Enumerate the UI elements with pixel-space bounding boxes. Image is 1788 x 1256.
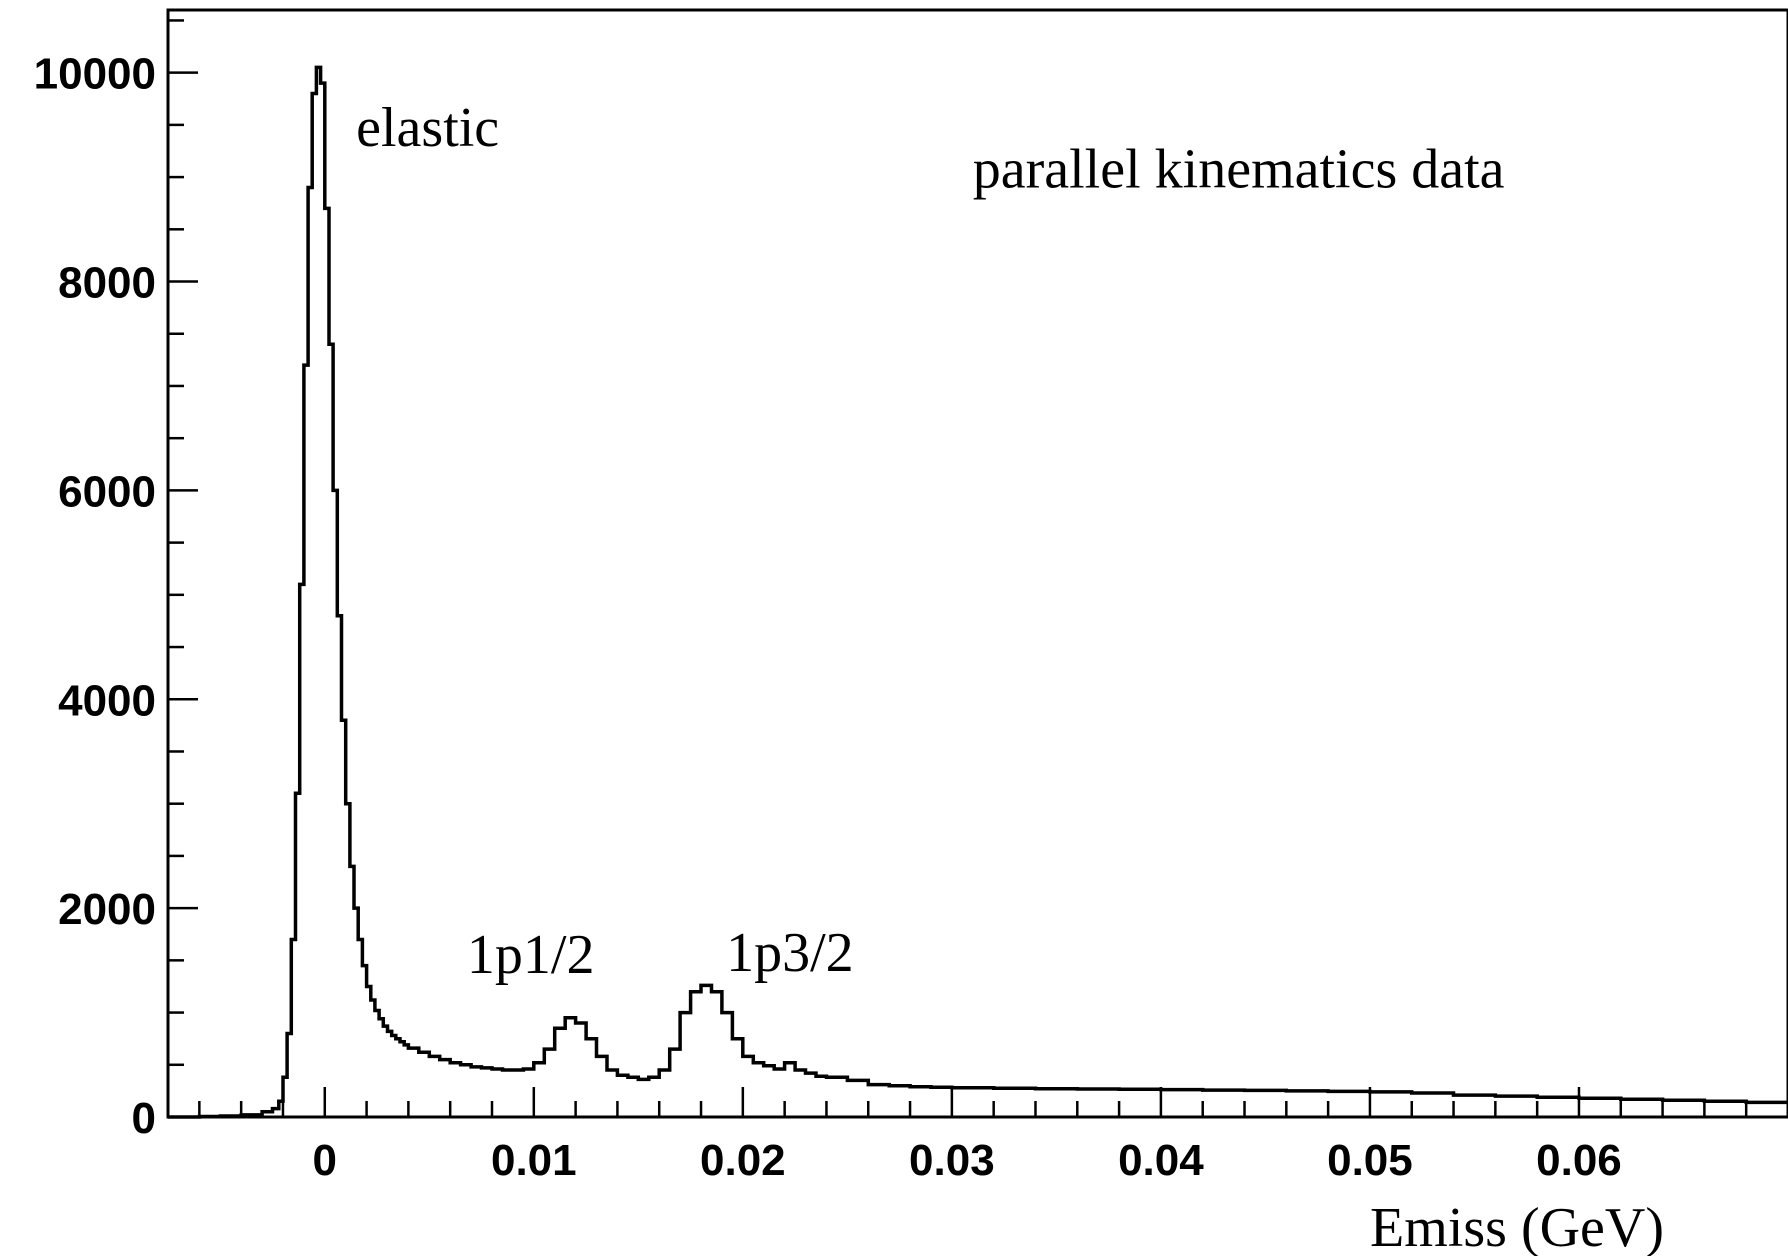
y-tick-label: 4000 bbox=[58, 676, 156, 725]
histogram-line bbox=[168, 65, 1788, 1119]
y-tick-label: 2000 bbox=[58, 885, 156, 934]
annotation-label: parallel kinematics data bbox=[973, 139, 1505, 201]
x-tick-label: 0.02 bbox=[700, 1136, 786, 1185]
y-tick-label: 6000 bbox=[58, 467, 156, 516]
y-tick-label: 10000 bbox=[34, 50, 156, 99]
annotation-label: 1p1/2 bbox=[467, 924, 595, 986]
annotations: elastic parallel kinematics data 1p1/2 1p3/… bbox=[356, 97, 1505, 986]
x-tick-label: 0.06 bbox=[1536, 1136, 1622, 1185]
y-axis-ticks: 0 2000 4000 6000 8000 10000 bbox=[34, 19, 198, 1143]
x-axis-title: Emiss (GeV) bbox=[1370, 1197, 1664, 1256]
x-axis-ticks: 0 0.01 0.02 0.03 0.04 0.05 0.06 bbox=[198, 1087, 1788, 1185]
x-tick-label: 0.03 bbox=[909, 1136, 995, 1185]
y-tick-label: 8000 bbox=[58, 259, 156, 308]
annotation-label: 1p3/2 bbox=[726, 922, 854, 984]
y-tick-label: 0 bbox=[132, 1094, 156, 1143]
x-tick-label: 0.01 bbox=[491, 1136, 577, 1185]
x-tick-label: 0.05 bbox=[1327, 1136, 1413, 1185]
annotation-label: elastic bbox=[356, 97, 499, 159]
plot-frame bbox=[166, 8, 1788, 1119]
x-tick-label: 0 bbox=[313, 1136, 337, 1185]
x-tick-label: 0.04 bbox=[1118, 1136, 1204, 1185]
